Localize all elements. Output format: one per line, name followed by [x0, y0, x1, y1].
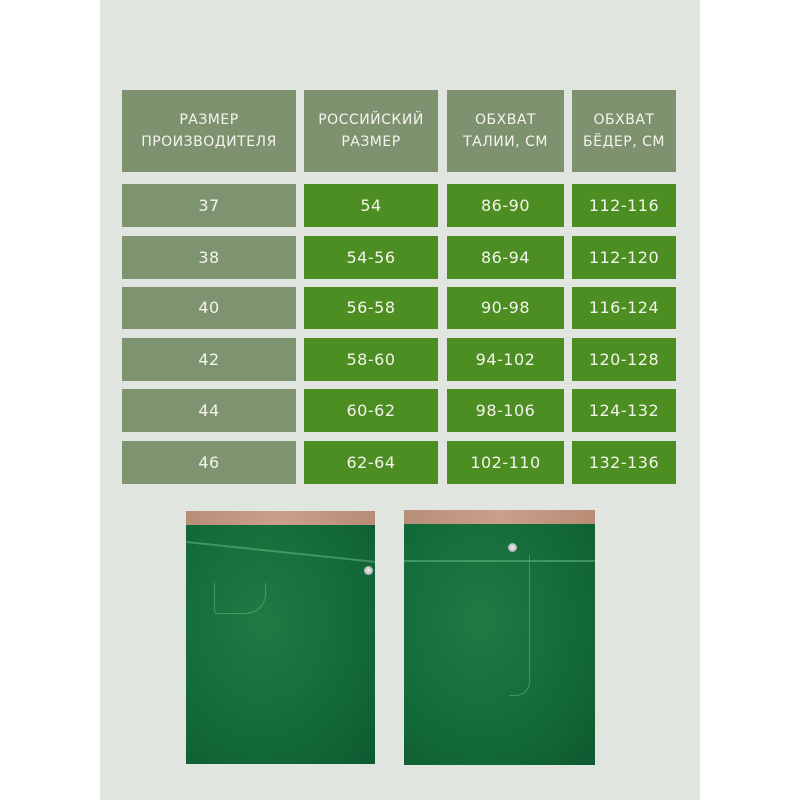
jeans-button — [364, 566, 373, 575]
table-cell: 94-102 — [447, 338, 564, 381]
table-cell: 38 — [122, 236, 296, 279]
photo-jeans-side — [186, 511, 375, 764]
table-cell: 60-62 — [304, 389, 438, 432]
fly-seam — [509, 555, 530, 696]
table-cell: 86-94 — [447, 236, 564, 279]
table-cell: 116-124 — [572, 287, 676, 329]
table-cell: 58-60 — [304, 338, 438, 381]
waistband-seam — [404, 560, 595, 562]
table-cell: 102-110 — [447, 441, 564, 484]
table-cell: 112-120 — [572, 236, 676, 279]
header-russian-size: РОССИЙСКИЙ РАЗМЕР — [304, 90, 438, 172]
table-cell: 37 — [122, 184, 296, 227]
jeans-button — [508, 543, 517, 552]
header-manufacturer-size: РАЗМЕР ПРОИЗВОДИТЕЛЯ — [122, 90, 296, 172]
table-cell: 56-58 — [304, 287, 438, 329]
jeans-fabric — [186, 525, 375, 764]
table-cell: 54 — [304, 184, 438, 227]
table-cell: 54-56 — [304, 236, 438, 279]
table-cell: 40 — [122, 287, 296, 329]
header-waist: ОБХВАТ ТАЛИИ, СМ — [447, 90, 564, 172]
photo-jeans-front — [404, 510, 595, 765]
table-cell: 62-64 — [304, 441, 438, 484]
table-cell: 112-116 — [572, 184, 676, 227]
table-cell: 120-128 — [572, 338, 676, 381]
table-cell: 42 — [122, 338, 296, 381]
table-cell: 90-98 — [447, 287, 564, 329]
table-cell: 98-106 — [447, 389, 564, 432]
table-cell: 46 — [122, 441, 296, 484]
table-cell: 44 — [122, 389, 296, 432]
header-hips: ОБХВАТ БЁДЕР, СМ — [572, 90, 676, 172]
table-cell: 124-132 — [572, 389, 676, 432]
pocket-seam — [214, 583, 266, 614]
table-cell: 86-90 — [447, 184, 564, 227]
jeans-fabric — [404, 524, 595, 765]
table-cell: 132-136 — [572, 441, 676, 484]
